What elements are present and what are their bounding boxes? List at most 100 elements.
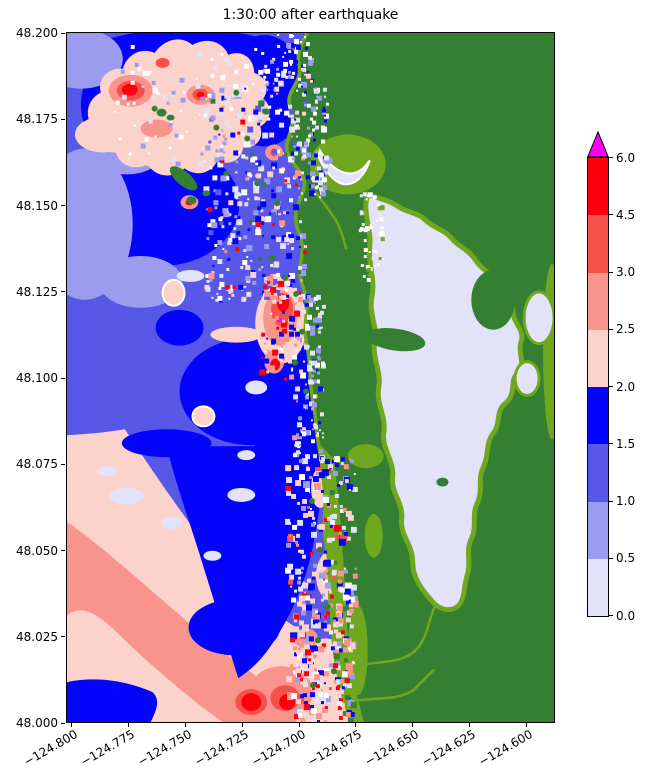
speckle [219,107,224,112]
speckle [323,671,329,677]
speckle [234,215,238,219]
speckle [340,703,345,708]
lowland-green [310,134,386,195]
speckle [292,141,297,146]
speckle [288,356,293,361]
speckle [216,292,219,295]
speckle [379,231,385,237]
speckle [227,80,232,85]
speckle [261,356,264,359]
speckle [120,69,125,74]
speckle [285,465,292,472]
speckle [210,73,215,78]
speckle [315,294,321,300]
speckle [306,467,311,472]
speckle [207,207,213,213]
speckle [249,174,253,178]
speckle [296,89,299,92]
speckle [206,237,210,241]
speckle [314,100,318,104]
speckle [351,548,358,555]
speckle [245,156,249,160]
speckle [275,315,280,320]
speckle [303,481,311,489]
x-tick-mark [526,723,527,727]
speckle [362,274,366,278]
speckle [156,91,160,95]
speckle [126,157,130,161]
speckle [228,222,232,226]
speckle [247,252,253,258]
offshore-island [299,328,306,335]
speckle [274,204,281,211]
speckle [348,603,353,608]
speckle [284,179,288,183]
colorbar-segment [588,215,608,273]
speckle [297,340,301,344]
y-tick-mark [61,550,65,551]
lake-peninsula [471,269,516,330]
speckle [217,240,223,246]
offshore-island [244,135,251,142]
speckle [300,40,303,43]
speckle [342,683,347,688]
speckle [310,350,315,356]
speckle [332,641,337,646]
speckle [304,141,309,146]
speckle [247,172,252,177]
speckle [345,510,352,517]
speckle [304,671,310,677]
speckle [278,156,284,162]
speckle [198,161,204,167]
speckle [337,579,342,584]
speckle [128,152,132,156]
speckle [347,647,351,651]
speckle [306,138,311,143]
speckle [303,63,307,67]
speckle [241,132,245,136]
colorbar-segment [588,329,608,387]
speckle [293,394,299,400]
speckle [310,439,315,444]
speckle [341,525,346,530]
speckle [283,61,289,67]
speckle [264,290,271,297]
speckle [209,166,213,170]
speckle [323,95,326,98]
speckle [265,68,271,74]
speckle [303,51,309,57]
speckle [329,490,335,495]
x-tick-mark [355,723,357,727]
speckle [335,612,341,618]
speckle [214,200,218,204]
speckle [315,684,320,689]
speckle [307,104,311,108]
speckle [312,394,317,399]
speckle [116,48,119,51]
speckle [315,324,319,328]
speckle [309,476,312,480]
speckle [331,571,336,576]
speckle [288,274,291,277]
speckle [352,595,358,601]
y-tick-mark [61,463,65,465]
speckle [278,280,285,287]
speckle [313,674,320,681]
speckle [308,658,311,662]
speckle [314,697,321,704]
speckle [141,85,144,88]
speckle [297,269,302,274]
y-tick-mark [61,291,65,293]
speckle [314,106,318,110]
x-tick-label: −124.675 [305,727,365,769]
x-tick-label: −124.800 [21,727,80,769]
speckle [331,523,336,528]
speckle [305,395,310,400]
speckle [302,592,308,598]
speckle [225,176,230,181]
speckle [310,708,317,715]
speckle [302,111,307,116]
colorbar-tick-label: 2.0 [616,379,636,394]
speckle [169,119,173,123]
speckle [380,237,385,242]
